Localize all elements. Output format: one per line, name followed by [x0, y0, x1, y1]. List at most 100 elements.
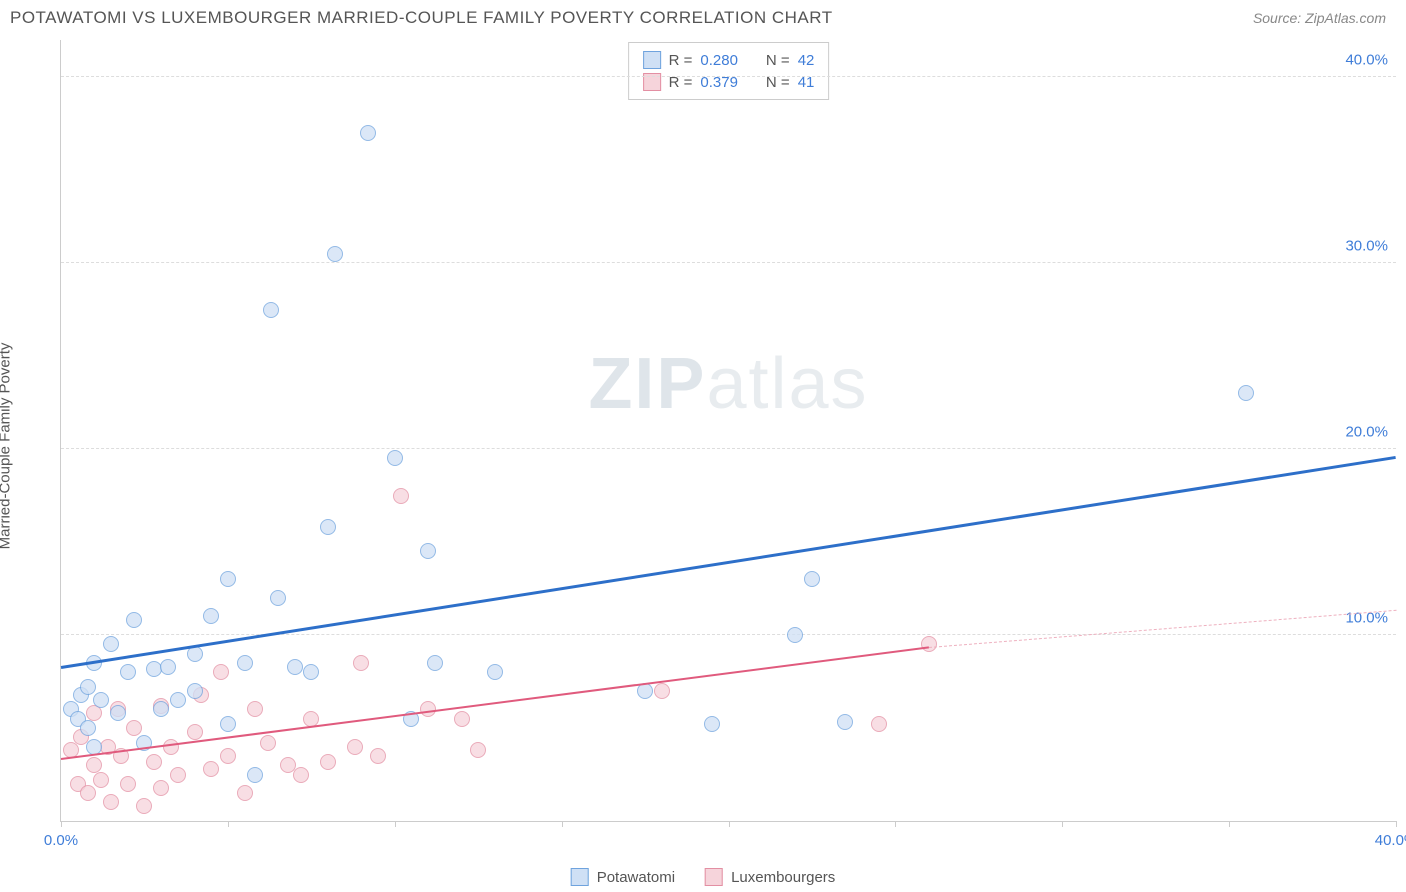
point-luxembourgers — [203, 761, 219, 777]
y-tick-label: 20.0% — [1345, 424, 1388, 441]
point-potawatomi — [220, 716, 236, 732]
point-potawatomi — [1238, 385, 1254, 401]
trendline-luxembourgers-extrapolated — [929, 610, 1396, 648]
gridline — [61, 76, 1396, 77]
point-luxembourgers — [347, 739, 363, 755]
x-tick — [228, 821, 229, 827]
x-tick — [1229, 821, 1230, 827]
legend-item: Potawatomi — [571, 868, 675, 886]
x-tick — [61, 821, 62, 827]
point-potawatomi — [837, 714, 853, 730]
point-potawatomi — [110, 705, 126, 721]
point-luxembourgers — [213, 664, 229, 680]
point-potawatomi — [320, 519, 336, 535]
legend-label: Potawatomi — [597, 869, 675, 886]
point-potawatomi — [327, 246, 343, 262]
point-potawatomi — [427, 655, 443, 671]
point-luxembourgers — [103, 794, 119, 810]
legend-swatch — [643, 51, 661, 69]
point-potawatomi — [270, 590, 286, 606]
x-tick-label: 40.0% — [1375, 832, 1406, 849]
point-luxembourgers — [454, 711, 470, 727]
point-potawatomi — [103, 636, 119, 652]
legend: Potawatomi Luxembourgers — [571, 868, 836, 886]
stat-n-value: 42 — [798, 52, 815, 69]
point-luxembourgers — [247, 701, 263, 717]
point-potawatomi — [387, 450, 403, 466]
point-potawatomi — [80, 679, 96, 695]
stats-row: R = 0.280 N = 42 — [643, 49, 815, 71]
point-luxembourgers — [220, 748, 236, 764]
trendline-potawatomi — [61, 456, 1396, 669]
point-potawatomi — [170, 692, 186, 708]
stat-r-label: R = — [669, 52, 693, 69]
x-tick-label: 0.0% — [44, 832, 78, 849]
point-potawatomi — [247, 767, 263, 783]
gridline — [61, 262, 1396, 263]
legend-item: Luxembourgers — [705, 868, 835, 886]
chart-title: POTAWATOMI VS LUXEMBOURGER MARRIED-COUPL… — [10, 8, 833, 28]
point-potawatomi — [804, 571, 820, 587]
point-luxembourgers — [370, 748, 386, 764]
point-potawatomi — [203, 608, 219, 624]
point-potawatomi — [704, 716, 720, 732]
point-luxembourgers — [80, 785, 96, 801]
point-potawatomi — [303, 664, 319, 680]
y-tick-label: 40.0% — [1345, 52, 1388, 69]
point-luxembourgers — [136, 798, 152, 814]
point-luxembourgers — [120, 776, 136, 792]
chart-area: Married-Couple Family Poverty ZIPatlas R… — [10, 40, 1396, 852]
point-potawatomi — [93, 692, 109, 708]
point-potawatomi — [237, 655, 253, 671]
point-luxembourgers — [126, 720, 142, 736]
point-luxembourgers — [293, 767, 309, 783]
point-potawatomi — [360, 125, 376, 141]
point-luxembourgers — [654, 683, 670, 699]
plot-area: ZIPatlas R =0.280N =42R =0.379N =41 10.0… — [60, 40, 1396, 822]
x-tick — [729, 821, 730, 827]
point-luxembourgers — [320, 754, 336, 770]
point-luxembourgers — [237, 785, 253, 801]
watermark: ZIPatlas — [588, 343, 868, 425]
point-potawatomi — [160, 659, 176, 675]
y-axis-label: Married-Couple Family Poverty — [0, 343, 14, 550]
x-tick — [395, 821, 396, 827]
point-potawatomi — [287, 659, 303, 675]
stat-n-label: N = — [766, 52, 790, 69]
point-potawatomi — [220, 571, 236, 587]
point-luxembourgers — [170, 767, 186, 783]
point-luxembourgers — [393, 488, 409, 504]
point-luxembourgers — [93, 772, 109, 788]
point-luxembourgers — [260, 735, 276, 751]
stat-r-value: 0.280 — [700, 52, 738, 69]
point-potawatomi — [420, 543, 436, 559]
source-attribution: Source: ZipAtlas.com — [1253, 10, 1386, 26]
stats-box: R = 0.280 N = 42 R =0.379N =41 — [628, 42, 830, 100]
point-luxembourgers — [921, 636, 937, 652]
point-potawatomi — [187, 683, 203, 699]
point-potawatomi — [153, 701, 169, 717]
y-tick-label: 30.0% — [1345, 238, 1388, 255]
stats-row: R =0.379N =41 — [643, 71, 815, 93]
x-tick — [1062, 821, 1063, 827]
gridline — [61, 448, 1396, 449]
point-luxembourgers — [146, 754, 162, 770]
x-tick — [895, 821, 896, 827]
point-potawatomi — [487, 664, 503, 680]
point-luxembourgers — [353, 655, 369, 671]
legend-swatch — [571, 868, 589, 886]
point-luxembourgers — [187, 724, 203, 740]
point-potawatomi — [120, 664, 136, 680]
x-tick — [562, 821, 563, 827]
point-potawatomi — [80, 720, 96, 736]
point-luxembourgers — [86, 757, 102, 773]
point-luxembourgers — [163, 739, 179, 755]
point-luxembourgers — [470, 742, 486, 758]
point-potawatomi — [126, 612, 142, 628]
trendline-luxembourgers — [61, 646, 929, 760]
legend-label: Luxembourgers — [731, 869, 835, 886]
point-potawatomi — [263, 302, 279, 318]
point-luxembourgers — [153, 780, 169, 796]
point-potawatomi — [787, 627, 803, 643]
x-tick — [1396, 821, 1397, 827]
